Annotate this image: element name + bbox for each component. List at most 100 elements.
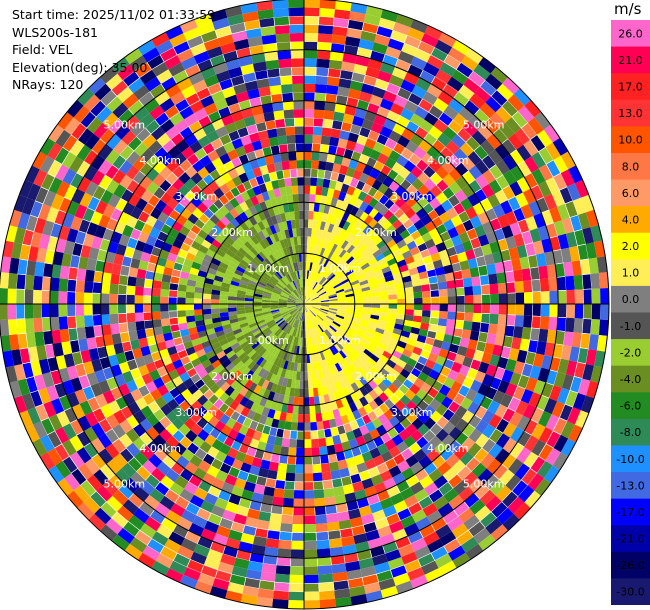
- velocity-gate: [600, 288, 609, 304]
- velocity-gate: [325, 384, 333, 394]
- velocity-gate: [272, 290, 281, 295]
- velocity-gate: [223, 273, 233, 281]
- velocity-gate: [308, 310, 314, 319]
- velocity-gate: [328, 293, 337, 298]
- velocity-gate: [400, 107, 415, 121]
- velocity-gate: [245, 291, 255, 296]
- velocity-gate: [574, 304, 584, 319]
- velocity-gate: [245, 267, 255, 275]
- velocity-gate: [360, 283, 370, 289]
- velocity-gate: [160, 118, 175, 133]
- velocity-gate: [257, 280, 267, 287]
- velocity-gate: [83, 233, 95, 247]
- velocity-gate: [281, 311, 290, 317]
- velocity-gate: [272, 262, 280, 272]
- velocity-gate: [267, 189, 276, 200]
- velocity-gate: [296, 236, 301, 245]
- velocity-gate: [462, 356, 474, 368]
- velocity-gate: [264, 286, 273, 292]
- velocity-gate: [355, 270, 365, 278]
- velocity-gate: [197, 166, 210, 179]
- velocity-gate: [372, 375, 382, 386]
- velocity-gate: [317, 334, 324, 343]
- velocity-gate: [379, 338, 390, 347]
- velocity-gate: [316, 315, 323, 322]
- velocity-gate: [331, 477, 344, 489]
- colorbar-tick-label: -13.0: [616, 479, 644, 492]
- velocity-gate: [264, 181, 274, 192]
- velocity-gate: [305, 329, 308, 338]
- velocity-gate: [290, 177, 298, 186]
- velocity-gate: [566, 289, 576, 304]
- velocity-gate: [549, 290, 559, 304]
- velocity-gate: [317, 33, 333, 43]
- velocity-gate: [49, 290, 59, 304]
- velocity-gate: [310, 345, 315, 355]
- velocity-gate: [24, 318, 35, 334]
- velocity-gate: [198, 244, 209, 254]
- velocity-gate: [415, 77, 432, 92]
- velocity-gate: [287, 273, 293, 282]
- velocity-gate: [279, 309, 289, 314]
- velocity-gate: [310, 309, 318, 316]
- velocity-gate: [61, 252, 72, 267]
- velocity-gate: [197, 229, 208, 240]
- velocity-gate: [381, 377, 393, 388]
- velocity-gate: [325, 240, 332, 250]
- velocity-gate: [353, 454, 365, 466]
- velocity-gate: [193, 298, 203, 304]
- velocity-gate: [288, 335, 294, 345]
- velocity-gate: [538, 180, 552, 198]
- velocity-gate: [181, 509, 197, 523]
- velocity-gate: [322, 281, 331, 288]
- velocity-gate: [348, 159, 359, 170]
- velocity-gate: [461, 184, 475, 198]
- velocity-gate: [278, 258, 285, 268]
- velocity-gate: [204, 161, 217, 174]
- velocity-gate: [350, 372, 359, 383]
- velocity-gate: [417, 184, 430, 197]
- velocity-gate: [438, 311, 448, 320]
- velocity-gate: [293, 319, 298, 328]
- velocity-gate: [192, 79, 208, 93]
- velocity-gate: [500, 393, 513, 408]
- velocity-gate: [271, 293, 280, 298]
- velocity-gate: [214, 387, 225, 399]
- velocity-gate: [497, 282, 508, 294]
- velocity-gate: [163, 332, 174, 342]
- velocity-gate: [330, 197, 338, 208]
- velocity-gate: [290, 309, 298, 315]
- velocity-gate: [413, 448, 427, 462]
- velocity-gate: [290, 292, 298, 299]
- velocity-gate: [400, 79, 416, 93]
- velocity-gate: [332, 189, 341, 200]
- velocity-gate: [307, 261, 311, 271]
- velocity-gate: [311, 318, 317, 327]
- velocity-gate: [285, 343, 291, 353]
- velocity-gate: [184, 113, 199, 127]
- velocity-gate: [201, 359, 212, 369]
- velocity-gate: [262, 209, 271, 219]
- velocity-gate: [304, 304, 312, 308]
- velocity-gate: [310, 430, 319, 440]
- velocity-gate: [317, 324, 324, 333]
- velocity-gate: [330, 264, 338, 273]
- velocity-gate: [197, 429, 210, 442]
- velocity-gate: [304, 296, 308, 304]
- velocity-gate: [463, 320, 473, 331]
- velocity-gate: [234, 204, 244, 215]
- range-ring-label: 5.00km: [463, 118, 505, 131]
- velocity-gate: [270, 297, 280, 300]
- velocity-gate: [303, 481, 315, 491]
- velocity-gate: [288, 370, 294, 380]
- velocity-gate: [301, 304, 304, 313]
- velocity-gate: [105, 344, 116, 357]
- velocity-gate: [230, 218, 240, 229]
- velocity-gate: [306, 329, 310, 338]
- velocity-gate: [257, 230, 266, 241]
- velocity-gate: [481, 293, 491, 305]
- velocity-gate: [177, 316, 187, 324]
- velocity-gate: [353, 228, 363, 239]
- velocity-gate: [525, 216, 538, 231]
- velocity-gate: [316, 325, 323, 334]
